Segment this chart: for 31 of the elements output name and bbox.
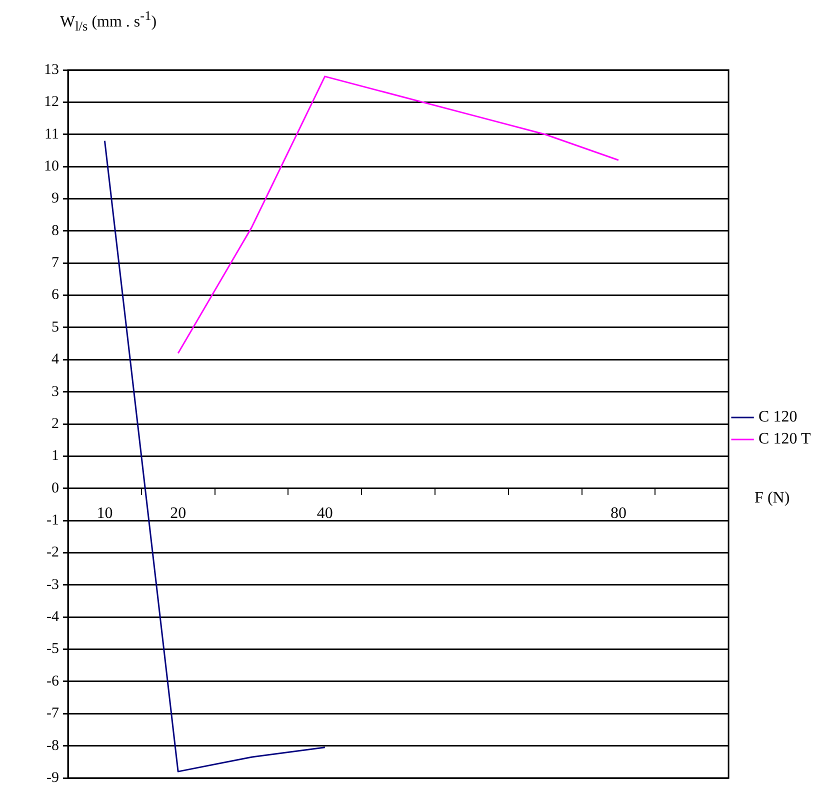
legend-label: C 120 xyxy=(758,408,798,426)
y-tick-label: -6 xyxy=(46,673,60,690)
y-tick-label: -2 xyxy=(46,544,59,561)
y-tick-label: 5 xyxy=(52,319,59,336)
y-tick-label: 0 xyxy=(52,480,59,496)
x-tick-label: 80 xyxy=(610,505,626,522)
y-tick-label: 3 xyxy=(52,384,59,400)
x-axis-title: F (N) xyxy=(754,490,790,507)
y-tick-label: -3 xyxy=(46,576,59,593)
y-tick-label: 12 xyxy=(44,94,59,110)
y-tick-label: -8 xyxy=(46,738,59,754)
y-tick-label: 9 xyxy=(52,190,59,207)
y-tick-label: 8 xyxy=(52,222,59,239)
y-tick-label: -4 xyxy=(46,609,60,626)
y-tick-label: 11 xyxy=(44,126,59,142)
x-tick-label: 40 xyxy=(316,505,333,522)
y-tick-label: 7 xyxy=(52,255,60,272)
x-tick-label: 20 xyxy=(170,505,186,522)
legend-label: C 120 T xyxy=(758,430,811,448)
y-tick-label: 10 xyxy=(44,158,59,174)
y-tick-label: -7 xyxy=(46,706,60,722)
y-tick-label: -1 xyxy=(46,512,59,528)
y-tick-label: -9 xyxy=(46,770,59,786)
y-tick-label: 4 xyxy=(52,352,60,368)
y-tick-label: 2 xyxy=(52,416,59,432)
x-tick-label: 10 xyxy=(96,505,113,522)
y-tick-label: 13 xyxy=(44,62,59,78)
y-axis-title: W$_{l/s}$ (mm . s$^{-1}$) xyxy=(60,8,157,35)
y-tick-label: -5 xyxy=(46,641,59,658)
y-tick-label: 1 xyxy=(52,448,59,464)
y-tick-label: 6 xyxy=(52,287,60,304)
